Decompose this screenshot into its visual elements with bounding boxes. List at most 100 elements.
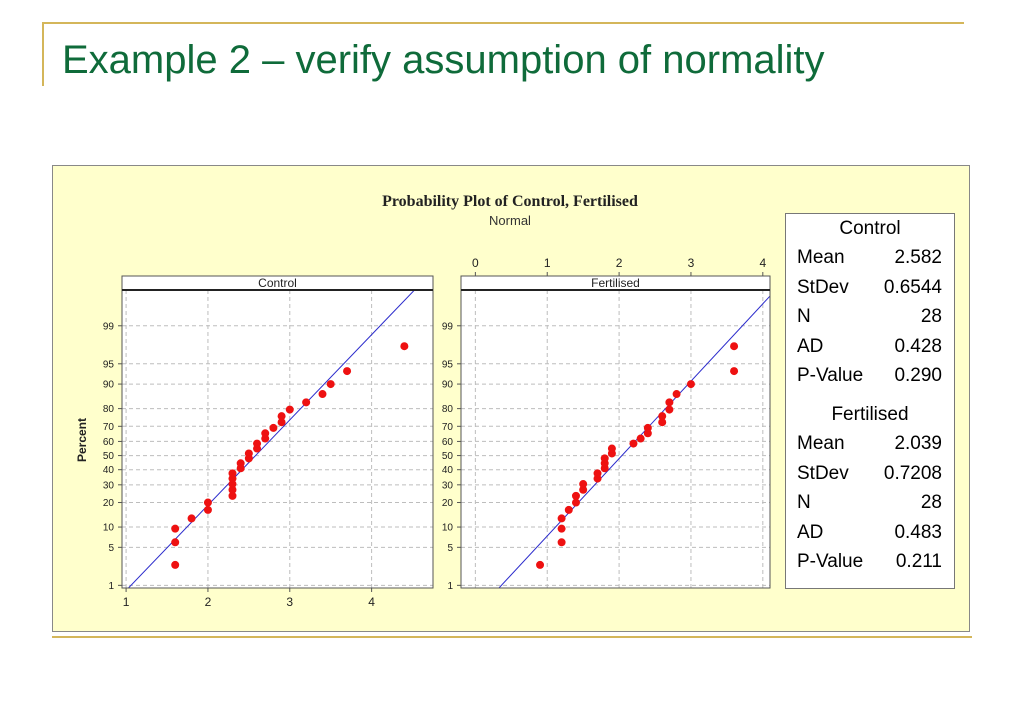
y-tick-label: 95: [442, 359, 454, 370]
data-point: [326, 380, 335, 389]
stats-group-name: Fertilised: [831, 403, 909, 425]
x-tick-label: 1: [544, 256, 551, 270]
probability-plot-chart: Probability Plot of Control, Fertilised N…: [75, 193, 771, 609]
stats-row: AD 0.428: [786, 332, 954, 362]
stats-label: N: [797, 492, 811, 514]
stats-label: P-Value: [797, 551, 864, 573]
data-point: [244, 449, 253, 458]
stats-row: N 28: [786, 488, 954, 518]
y-tick-label: 50: [442, 451, 454, 462]
y-tick-label: 60: [103, 437, 115, 448]
stats-row: Mean 2.039: [786, 429, 954, 459]
stats-row: Mean 2.582: [786, 243, 954, 273]
stats-label: AD: [797, 521, 824, 543]
stats-label: StDev: [797, 462, 849, 484]
stats-value: 0.211: [895, 551, 942, 573]
data-point: [579, 485, 588, 494]
stats-legend: Control Mean 2.582 StDev 0.6544 N 28 AD 0.42…: [785, 213, 955, 589]
data-point: [600, 454, 609, 463]
data-point: [579, 480, 588, 489]
data-point: [228, 485, 237, 494]
stats-row: P-Value 0.211: [786, 547, 954, 577]
chart-subtitle: Normal: [489, 213, 531, 228]
stats-row: StDev 0.7208: [786, 459, 954, 489]
data-point: [203, 498, 212, 507]
data-point: [730, 367, 739, 376]
data-point: [261, 429, 270, 438]
stats-value: 0.6544: [883, 276, 942, 298]
x-tick-label: 3: [688, 256, 695, 270]
data-point: [629, 439, 638, 448]
data-point: [277, 412, 286, 421]
stats-label: Mean: [797, 247, 845, 268]
y-tick-label: 80: [442, 404, 454, 415]
data-point: [557, 524, 566, 533]
data-point: [277, 418, 286, 427]
y-tick-label: 1: [108, 581, 114, 592]
stats-group-fertilised: Fertilised Mean 2.039 StDev 0.7208 N 28 AD 0…: [786, 400, 954, 577]
stats-value: 0.7208: [883, 462, 942, 484]
x-tick-label: 0: [472, 256, 479, 270]
data-point: [285, 405, 294, 414]
y-tick-label: 5: [447, 543, 453, 554]
stats-value: 0.428: [894, 335, 942, 357]
y-tick-label: 60: [442, 437, 454, 448]
data-point: [571, 498, 580, 507]
stats-label: AD: [797, 335, 824, 357]
data-point: [253, 439, 262, 448]
data-point: [636, 434, 645, 443]
data-point: [665, 405, 674, 414]
plot-area: [461, 290, 770, 588]
y-tick-label: 5: [108, 543, 114, 554]
slide-title: Example 2 – verify assumption of normali…: [62, 38, 825, 82]
y-tick-label: 90: [103, 380, 115, 391]
stats-group-control: Control Mean 2.582 StDev 0.6544 N 28 AD 0.42…: [786, 214, 954, 391]
stats-label: P-Value: [797, 365, 864, 387]
y-tick-label: 80: [103, 404, 115, 415]
y-tick-label: 99: [442, 321, 454, 332]
top-accent-rule: [42, 22, 964, 24]
x-tick-label: 1: [123, 595, 130, 609]
data-point: [730, 342, 739, 351]
data-point: [607, 444, 616, 453]
data-point: [557, 538, 566, 547]
data-point: [228, 469, 237, 478]
panel-label: Fertilised: [591, 276, 640, 290]
data-point: [665, 398, 674, 407]
data-point: [269, 423, 278, 432]
stats-label: N: [797, 306, 811, 328]
stats-row: P-Value 0.290: [786, 361, 954, 391]
y-tick-label: 40: [103, 465, 115, 476]
y-tick-label: 10: [442, 523, 454, 534]
plot-area: [122, 290, 433, 588]
y-tick-label: 30: [103, 480, 115, 491]
x-tick-label: 4: [759, 256, 766, 270]
data-point: [686, 380, 695, 389]
data-point: [593, 469, 602, 478]
data-point: [228, 491, 237, 500]
x-tick-label: 2: [205, 595, 212, 609]
stats-label: StDev: [797, 276, 849, 298]
data-point: [187, 514, 196, 523]
stats-spacer: [786, 391, 954, 400]
stats-label: Mean: [797, 432, 845, 454]
data-point: [171, 560, 180, 569]
data-point: [318, 390, 327, 399]
x-tick-label: 4: [368, 595, 375, 609]
data-point: [672, 390, 681, 399]
y-tick-label: 10: [103, 523, 115, 534]
x-tick-label: 2: [616, 256, 623, 270]
data-point: [571, 491, 580, 500]
data-point: [236, 459, 245, 468]
data-point: [343, 367, 352, 376]
fit-line: [127, 290, 416, 588]
stats-row: AD 0.483: [786, 518, 954, 548]
stats-row: StDev 0.6544: [786, 273, 954, 303]
data-point: [564, 505, 573, 514]
data-point: [658, 412, 667, 421]
y-tick-label: 40: [442, 465, 454, 476]
stats-value: 2.039: [894, 432, 942, 454]
y-tick-label: 95: [103, 359, 115, 370]
y-tick-label: 90: [442, 380, 454, 391]
stats-value: 28: [920, 492, 942, 514]
